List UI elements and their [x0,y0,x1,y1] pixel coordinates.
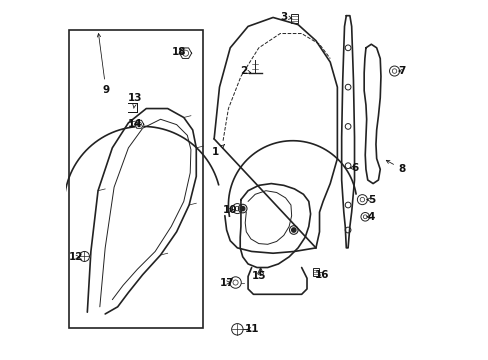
Text: 13: 13 [128,93,142,108]
Text: 7: 7 [398,66,405,76]
Circle shape [231,324,243,335]
Text: 6: 6 [349,163,357,173]
Text: 10: 10 [223,205,237,215]
Bar [291,14,297,23]
Text: 14: 14 [128,118,142,129]
Text: 12: 12 [68,252,83,262]
Circle shape [80,251,89,261]
Bar [69,30,203,328]
Circle shape [240,206,244,211]
Text: 17: 17 [220,278,234,288]
Text: 9: 9 [97,33,109,95]
Text: 3: 3 [280,12,291,22]
Text: 11: 11 [244,324,258,334]
Text: 1: 1 [212,145,224,157]
Text: 5: 5 [366,195,374,204]
Text: 16: 16 [314,270,329,280]
Polygon shape [179,48,191,58]
Text: 4: 4 [366,212,374,222]
Text: 2: 2 [240,66,250,76]
Text: 18: 18 [171,48,186,58]
Polygon shape [134,120,143,128]
Text: 8: 8 [386,160,405,174]
Text: 15: 15 [252,271,266,281]
Circle shape [291,228,295,232]
Bar [313,268,318,275]
